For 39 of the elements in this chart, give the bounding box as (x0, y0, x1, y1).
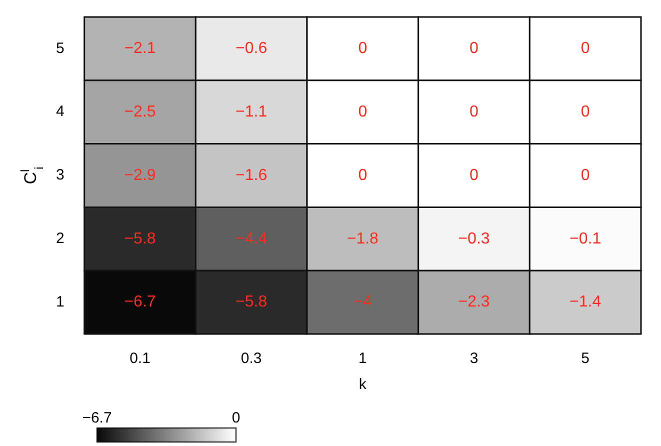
x-tick-label: 3 (470, 350, 478, 368)
data-label: 0 (358, 40, 368, 58)
y-tick-label: 1 (56, 293, 64, 310)
data-label: −2.9 (124, 166, 156, 184)
data-label: −2.1 (124, 40, 156, 58)
data-label: −0.6 (236, 40, 268, 58)
data-label: −0.3 (458, 230, 490, 248)
x-tick-label: 1 (358, 350, 367, 368)
data-label: 0 (470, 166, 479, 184)
data-label: 0 (580, 166, 590, 184)
x-tick-label: 5 (581, 350, 590, 368)
y-tick-label: 4 (56, 103, 64, 120)
x-axis-title: k (358, 376, 367, 394)
data-label: −2.3 (458, 294, 490, 311)
data-label: 0 (358, 166, 368, 184)
data-label: 0 (470, 40, 479, 58)
data-label: −2.5 (124, 104, 156, 121)
x-tick-label: 0.3 (240, 350, 262, 368)
x-tick-label: 0.1 (130, 350, 150, 368)
data-label: −1.1 (236, 104, 268, 121)
color-bar-label: 0 (232, 410, 240, 427)
data-label: −1.4 (570, 294, 602, 311)
data-label: −4.4 (236, 230, 268, 248)
data-label: −1.6 (236, 166, 268, 184)
y-tick-label: 3 (56, 166, 64, 184)
data-label: −1.8 (346, 230, 379, 248)
y-tick-label: 5 (56, 40, 64, 57)
data-label: −4 (354, 294, 372, 311)
data-label: −6.7 (124, 294, 156, 311)
color-bar-label: −6.7 (82, 410, 112, 427)
y-tick-label: 2 (56, 230, 64, 248)
data-label: 0 (580, 40, 590, 58)
data-label: −0.1 (570, 230, 602, 248)
data-label: 0 (580, 104, 590, 121)
data-label: 0 (358, 104, 368, 121)
data-label: −5.8 (124, 230, 156, 248)
y-axis-title: Cli (18, 166, 46, 184)
data-label: −5.8 (236, 294, 268, 311)
data-label: 0 (470, 104, 479, 121)
